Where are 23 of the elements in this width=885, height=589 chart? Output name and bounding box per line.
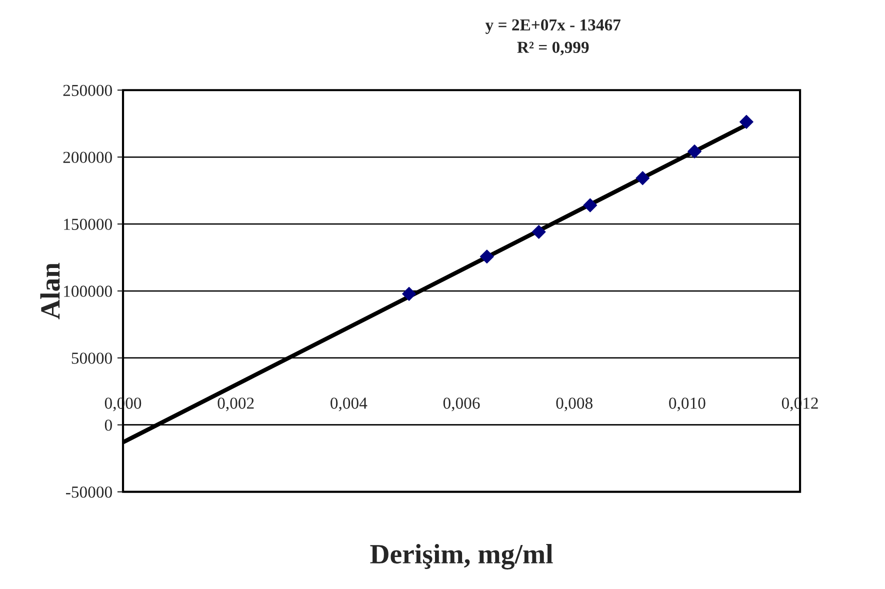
y-tick-label: 200000 (63, 152, 112, 164)
x-axis-title: Derişim, mg/ml (370, 544, 553, 570)
point (739, 114, 754, 129)
x-tick-label: 0,008 (556, 398, 592, 412)
y-tick-label: 0 (104, 420, 112, 431)
x-tick-label: 0,002 (218, 398, 254, 412)
x-tick-label: 0,006 (443, 398, 480, 412)
point (402, 286, 416, 301)
x-tick-label: 0,010 (669, 398, 706, 412)
y-tick-label: 150000 (64, 218, 112, 230)
text: y = 2E+07x - 13467 (485, 19, 621, 34)
y-tick-label: 50000 (72, 352, 112, 364)
point (480, 250, 494, 264)
point (688, 144, 702, 158)
y-axis-title: Alan (40, 262, 60, 320)
x-tick-label: 0,004 (330, 398, 368, 412)
point (636, 171, 650, 186)
y-tick-label: -50000 (66, 486, 112, 498)
point (583, 198, 598, 212)
y-tick-label: 250000 (63, 84, 112, 96)
text: R² = 0,999 (517, 42, 589, 56)
point (532, 224, 546, 239)
y-tick-label: 100000 (64, 286, 112, 297)
